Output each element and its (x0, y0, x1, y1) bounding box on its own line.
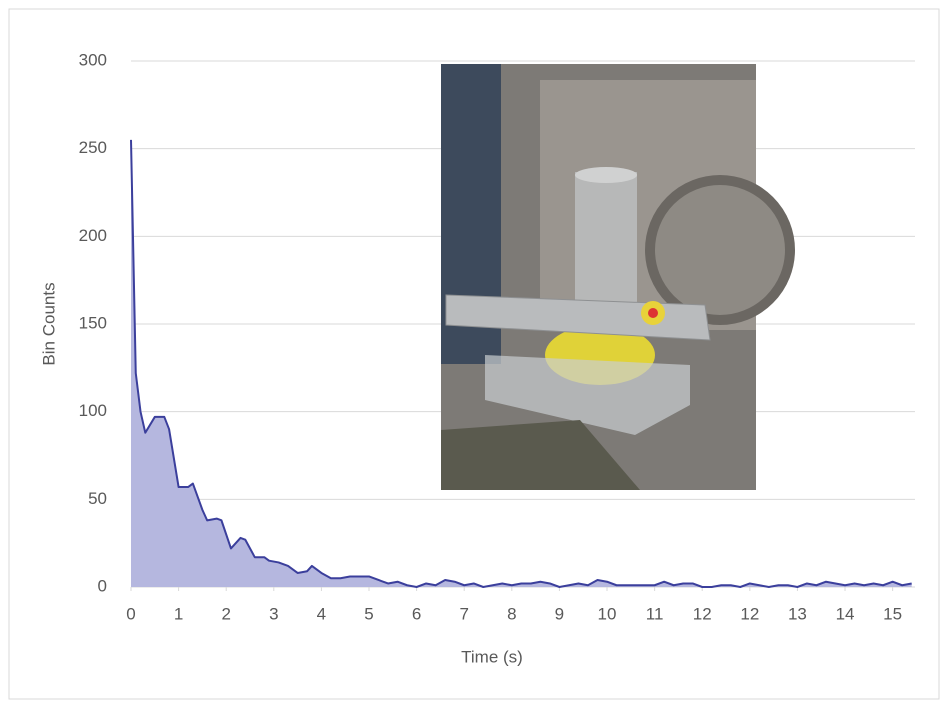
x-tick-label: 9 (555, 604, 564, 623)
x-tick-label: 5 (364, 604, 373, 623)
photo-holder (485, 355, 690, 435)
x-tick-label: 12 (693, 604, 712, 623)
y-tick-label: 50 (88, 489, 107, 508)
x-tick-label: 8 (507, 604, 516, 623)
y-tick-label: 0 (98, 576, 107, 595)
x-tick-label: 14 (836, 604, 855, 623)
x-tick-label: 0 (126, 604, 135, 623)
x-tick-label: 11 (646, 604, 664, 623)
photo-cylinder (575, 172, 637, 302)
x-tick-label: 3 (269, 604, 278, 623)
x-tick-label: 10 (598, 604, 617, 623)
x-tick-label: 2 (221, 604, 230, 623)
y-tick-label: 200 (79, 226, 107, 245)
y-tick-label: 250 (79, 138, 107, 157)
photo-cylinder-top (575, 167, 637, 183)
area-line (130, 139, 912, 588)
x-tick-label: 13 (788, 604, 807, 623)
x-tick-label: 7 (459, 604, 468, 623)
photo-radiation-symbol (648, 308, 658, 318)
area-fill (131, 139, 912, 587)
photo-inset (441, 64, 795, 490)
y-axis-label: Bin Counts (39, 282, 58, 365)
chart-frame (8, 8, 940, 700)
x-axis-label: Time (s) (461, 647, 523, 666)
photo-rails (441, 420, 640, 490)
x-tick-label: 12 (740, 604, 759, 623)
x-tick-label: 15 (883, 604, 902, 623)
plot (130, 139, 912, 588)
x-tick-label: 6 (412, 604, 421, 623)
y-tick-label: 150 (79, 313, 107, 332)
y-tick-label: 300 (79, 50, 107, 69)
x-tick-label: 1 (174, 604, 183, 623)
y-tick-label: 100 (79, 401, 107, 420)
photo-flange (645, 175, 795, 325)
x-tick-label: 4 (317, 604, 326, 623)
